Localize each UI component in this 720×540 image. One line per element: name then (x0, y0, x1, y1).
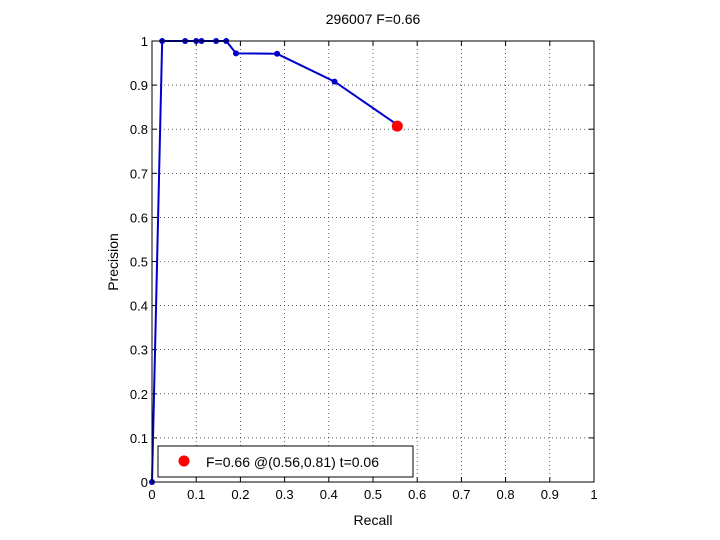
x-tick-labels: 0 0.1 0.2 0.3 0.4 0.5 0.6 0.7 0.8 0.9 1 (148, 487, 597, 502)
y-tick-label: 0 (141, 475, 148, 490)
y-tick-label: 0.2 (130, 387, 148, 402)
highlight-group (391, 120, 403, 132)
x-tick-label: 0 (148, 487, 155, 502)
x-tick-label: 0.5 (364, 487, 382, 502)
y-tick-label: 0.6 (130, 210, 148, 225)
y-tick-label: 0.7 (130, 166, 148, 181)
best-f-point (391, 120, 403, 132)
legend-box (157, 445, 414, 478)
y-tick-label: 0.8 (130, 122, 148, 137)
x-tick-label: 0.1 (187, 487, 205, 502)
x-tick-label: 0.6 (408, 487, 426, 502)
data-point (331, 78, 338, 85)
data-point (274, 50, 281, 57)
x-tick-label: 0.9 (541, 487, 559, 502)
x-tick-label: 0.2 (231, 487, 249, 502)
y-tick-label: 0.1 (130, 431, 148, 446)
x-tick-label: 0.8 (497, 487, 515, 502)
plot-frame (151, 40, 595, 483)
x-axis-label: Recall (354, 512, 393, 528)
legend-marker (178, 455, 190, 467)
x-tick-label: 1 (590, 487, 597, 502)
data-point (232, 50, 239, 57)
y-tick-label: 0.5 (130, 255, 148, 270)
y-tick-label: 0.4 (130, 299, 148, 314)
y-axis-label: Precision (105, 233, 121, 291)
y-tick-labels: 0 0.1 0.2 0.3 0.4 0.5 0.6 0.7 0.8 0.9 1 (130, 34, 148, 490)
y-tick-label: 0.9 (130, 78, 148, 93)
chart-title: 296007 F=0.66 (326, 11, 421, 27)
grid-lines (152, 41, 594, 482)
legend-label: F=0.66 @(0.56,0.81) t=0.06 (206, 454, 379, 470)
y-tick-label: 0.3 (130, 343, 148, 358)
legend: F=0.66 @(0.56,0.81) t=0.06 (157, 445, 414, 478)
x-tick-label: 0.7 (452, 487, 470, 502)
x-tick-label: 0.4 (320, 487, 338, 502)
x-tick-label: 0.3 (276, 487, 294, 502)
y-tick-label: 1 (141, 34, 148, 49)
